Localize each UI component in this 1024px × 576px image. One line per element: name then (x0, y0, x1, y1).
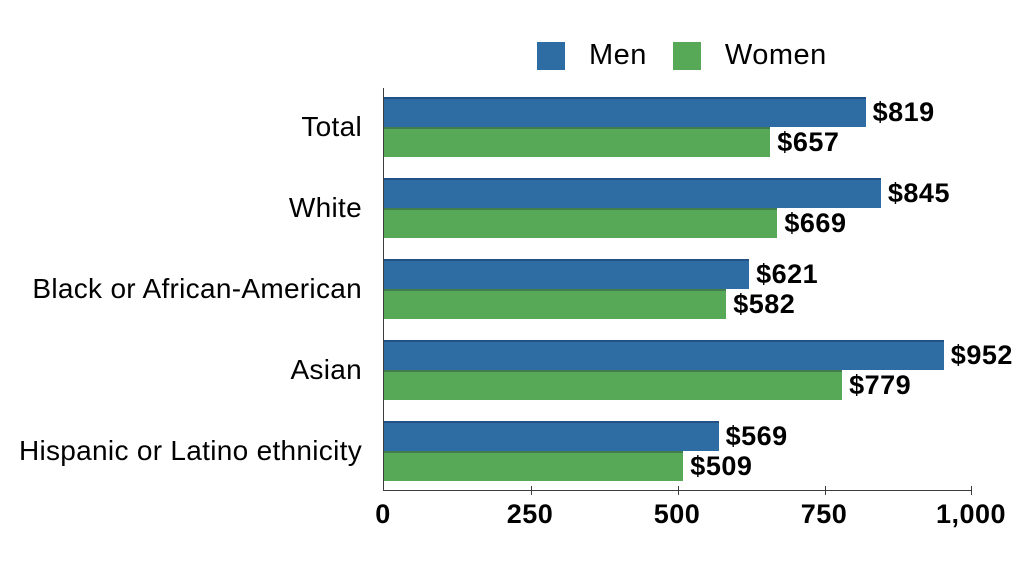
x-axis-label-0: 0 (375, 499, 391, 529)
women-color-swatch (672, 41, 701, 70)
value-label-women-hispanic: $509 (690, 450, 753, 481)
plot-area: $819 $657 $845 $669 $621 $582 $952 $ (383, 88, 1012, 495)
category-label-hispanic-or-latino: Hispanic or Latino ethnicity (18, 435, 362, 466)
value-label-women-asian: $779 (849, 369, 912, 400)
value-label-women-black: $582 (733, 288, 796, 319)
x-axis-tick-500 (678, 486, 679, 495)
bar-row-men-black: $621 (384, 259, 818, 289)
bar-row-women-black: $582 (384, 289, 795, 319)
category-label-total: Total (301, 111, 362, 142)
value-label-men-black: $621 (756, 258, 819, 289)
x-axis-label-250: 250 (506, 499, 554, 529)
category-label-black-or-african-american: Black or African-American (32, 273, 362, 304)
value-label-men-total: $819 (872, 96, 935, 127)
bar-row-men-total: $819 (384, 97, 935, 127)
bar-men-asian (384, 340, 944, 370)
men-color-swatch (537, 41, 565, 70)
x-axis-tick-250 (531, 486, 532, 495)
bar-women-hispanic (384, 451, 684, 481)
value-label-men-white: $845 (887, 177, 950, 208)
x-axis-label-500: 500 (653, 499, 701, 529)
bar-women-total (384, 127, 771, 157)
x-axis-label-1000: 1,000 (935, 499, 1007, 529)
bar-row-men-asian: $952 (384, 340, 1013, 370)
value-label-women-white: $669 (784, 207, 847, 238)
legend-item-women: Women (672, 39, 827, 71)
bar-women-white (384, 208, 778, 238)
x-axis-tick-1000 (971, 486, 972, 495)
bar-women-black (384, 289, 727, 319)
bar-row-women-hispanic: $509 (384, 451, 752, 481)
bar-men-hispanic (384, 421, 719, 451)
legend-label-men: Men (589, 39, 647, 71)
bar-men-white (384, 178, 881, 208)
x-axis-tick-750 (825, 486, 826, 495)
legend: Men Women (537, 41, 827, 70)
value-label-women-total: $657 (777, 126, 840, 157)
category-label-asian: Asian (290, 354, 362, 385)
bar-men-black (384, 259, 750, 289)
bar-row-women-total: $657 (384, 127, 839, 157)
value-label-men-hispanic: $569 (725, 420, 788, 451)
bar-row-men-white: $845 (384, 178, 950, 208)
x-axis-label-750: 750 (800, 499, 848, 529)
legend-label-women: Women (724, 39, 827, 71)
legend-item-men: Men (537, 41, 647, 70)
bar-row-women-white: $669 (384, 208, 846, 238)
bar-row-men-hispanic: $569 (384, 421, 788, 451)
bar-men-total (384, 97, 866, 127)
value-label-men-asian: $952 (950, 339, 1013, 370)
category-label-white: White (288, 192, 362, 223)
bar-women-asian (384, 370, 843, 400)
bar-row-women-asian: $779 (384, 370, 911, 400)
